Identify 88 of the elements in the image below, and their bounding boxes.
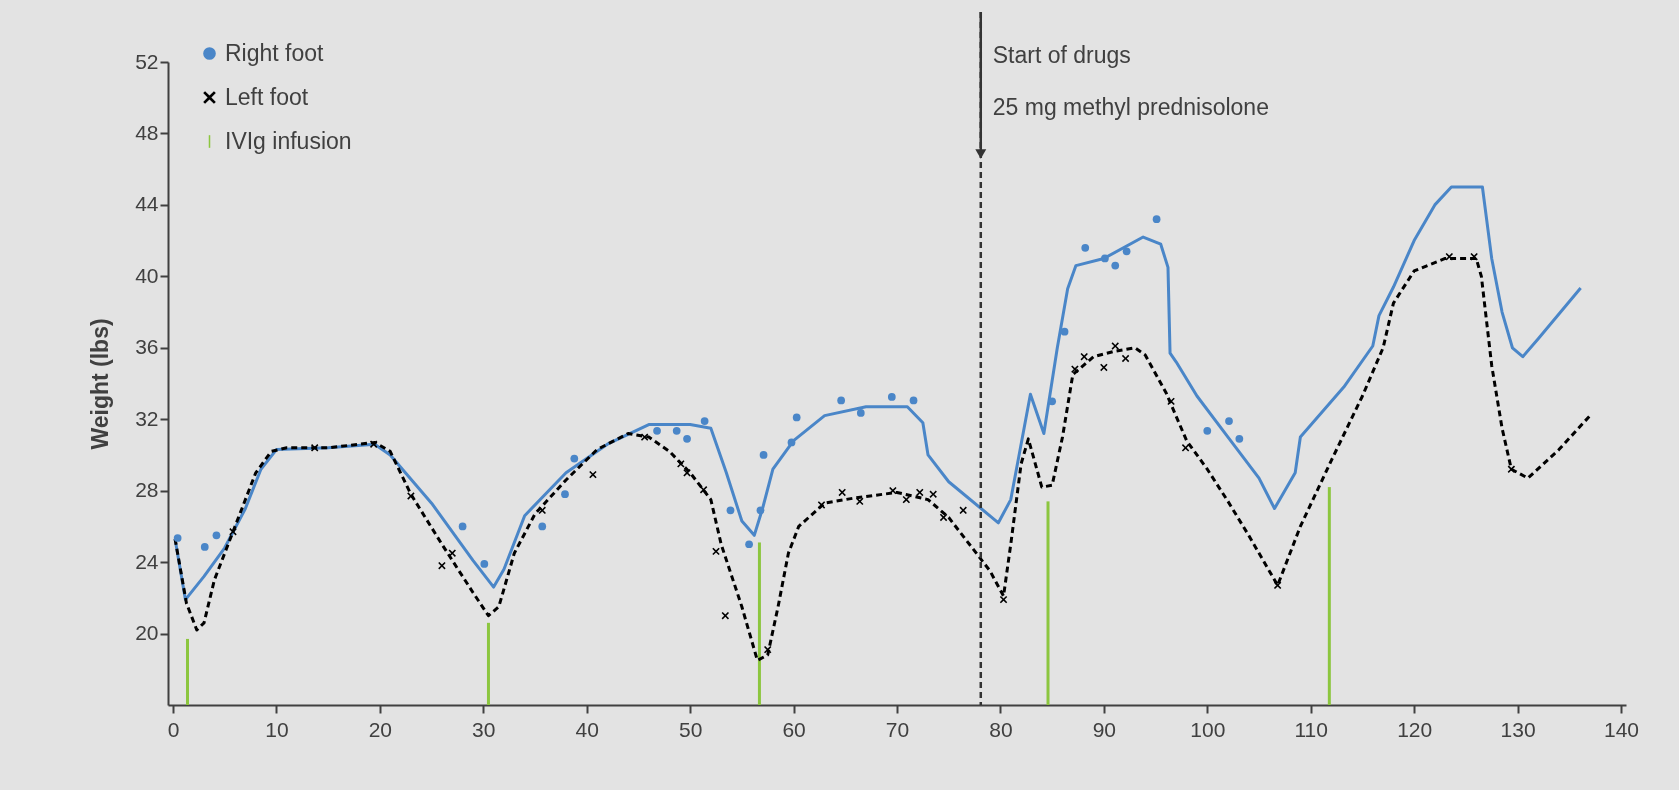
point bbox=[726, 506, 735, 515]
point bbox=[538, 506, 546, 515]
x-tick-label: 80 bbox=[989, 717, 1013, 741]
point bbox=[672, 426, 681, 435]
ref-line-label: Start of drugs bbox=[992, 42, 1131, 68]
point bbox=[653, 426, 661, 435]
point bbox=[792, 413, 801, 422]
x-tick-label: 30 bbox=[472, 717, 496, 741]
x-tick-label: 40 bbox=[575, 717, 599, 741]
x-tick-label: 10 bbox=[265, 717, 289, 741]
point bbox=[570, 454, 579, 463]
point bbox=[856, 409, 865, 417]
y-tick-label: 52 bbox=[135, 49, 159, 73]
point bbox=[759, 451, 768, 459]
x-tick-label: 130 bbox=[1500, 717, 1536, 741]
point bbox=[1235, 435, 1244, 443]
x-tick-label: 20 bbox=[368, 717, 393, 741]
y-axis-title: Weight (lbs) bbox=[87, 318, 114, 450]
point bbox=[212, 531, 221, 540]
point bbox=[310, 444, 319, 452]
point bbox=[929, 490, 937, 498]
point bbox=[1080, 353, 1088, 361]
line-series bbox=[173, 185, 1583, 602]
point bbox=[787, 438, 796, 447]
point bbox=[721, 611, 730, 620]
y-tick-label: 20 bbox=[135, 621, 159, 645]
point bbox=[1060, 327, 1069, 336]
bar bbox=[1327, 487, 1331, 705]
point bbox=[959, 506, 967, 515]
x-tick-label: 70 bbox=[885, 717, 910, 741]
point bbox=[173, 534, 182, 542]
x-tick-label: 140 bbox=[1603, 717, 1640, 741]
point bbox=[1101, 254, 1109, 263]
point bbox=[1121, 354, 1130, 363]
point bbox=[1273, 581, 1282, 590]
legend-label: IVIg infusion bbox=[225, 127, 352, 154]
point bbox=[999, 595, 1008, 604]
point bbox=[1111, 261, 1120, 270]
point bbox=[745, 540, 753, 549]
point bbox=[677, 460, 685, 468]
point bbox=[1445, 252, 1454, 261]
point bbox=[448, 549, 456, 557]
x-tick-label: 110 bbox=[1294, 717, 1328, 741]
point bbox=[480, 560, 489, 568]
point bbox=[1203, 426, 1212, 435]
annotation: 25 mg methyl prednisolone bbox=[992, 94, 1269, 120]
bar bbox=[1046, 501, 1050, 705]
point bbox=[538, 522, 547, 531]
point bbox=[407, 492, 415, 500]
point bbox=[200, 543, 209, 551]
y-tick-label: 24 bbox=[135, 549, 159, 573]
point bbox=[1225, 417, 1233, 425]
x-tick-label: 0 bbox=[167, 717, 180, 741]
x-tick-label: 100 bbox=[1190, 717, 1226, 741]
legend-label: Left foot bbox=[225, 83, 309, 110]
y-tick-label: 44 bbox=[135, 192, 159, 216]
x-tick-label: 60 bbox=[782, 717, 806, 741]
bar bbox=[185, 638, 189, 705]
y-tick-label: 28 bbox=[135, 478, 159, 502]
y-tick-label: 36 bbox=[135, 335, 159, 359]
bar bbox=[757, 542, 761, 705]
y-tick-label: 32 bbox=[135, 406, 159, 430]
point bbox=[887, 393, 896, 401]
point bbox=[683, 435, 691, 443]
x-tick-label: 120 bbox=[1397, 717, 1433, 741]
point bbox=[1152, 215, 1161, 224]
x-tick-label: 50 bbox=[678, 717, 703, 741]
bar bbox=[486, 622, 490, 705]
point bbox=[1071, 365, 1079, 373]
point bbox=[756, 506, 765, 515]
point bbox=[700, 417, 709, 425]
point bbox=[1122, 247, 1131, 256]
point bbox=[561, 490, 569, 499]
point bbox=[939, 513, 948, 522]
point bbox=[764, 645, 772, 654]
y-tick-label: 40 bbox=[135, 263, 159, 287]
point bbox=[1111, 342, 1119, 350]
point bbox=[916, 488, 924, 497]
point bbox=[902, 495, 911, 504]
point bbox=[909, 396, 918, 405]
point bbox=[683, 469, 691, 477]
y-tick-label: 48 bbox=[135, 120, 159, 144]
point bbox=[229, 528, 237, 536]
point bbox=[837, 396, 846, 405]
x-tick-label: 90 bbox=[1092, 717, 1117, 741]
point bbox=[1081, 243, 1090, 252]
point bbox=[458, 522, 467, 531]
legend-label: Right foot bbox=[225, 39, 325, 66]
